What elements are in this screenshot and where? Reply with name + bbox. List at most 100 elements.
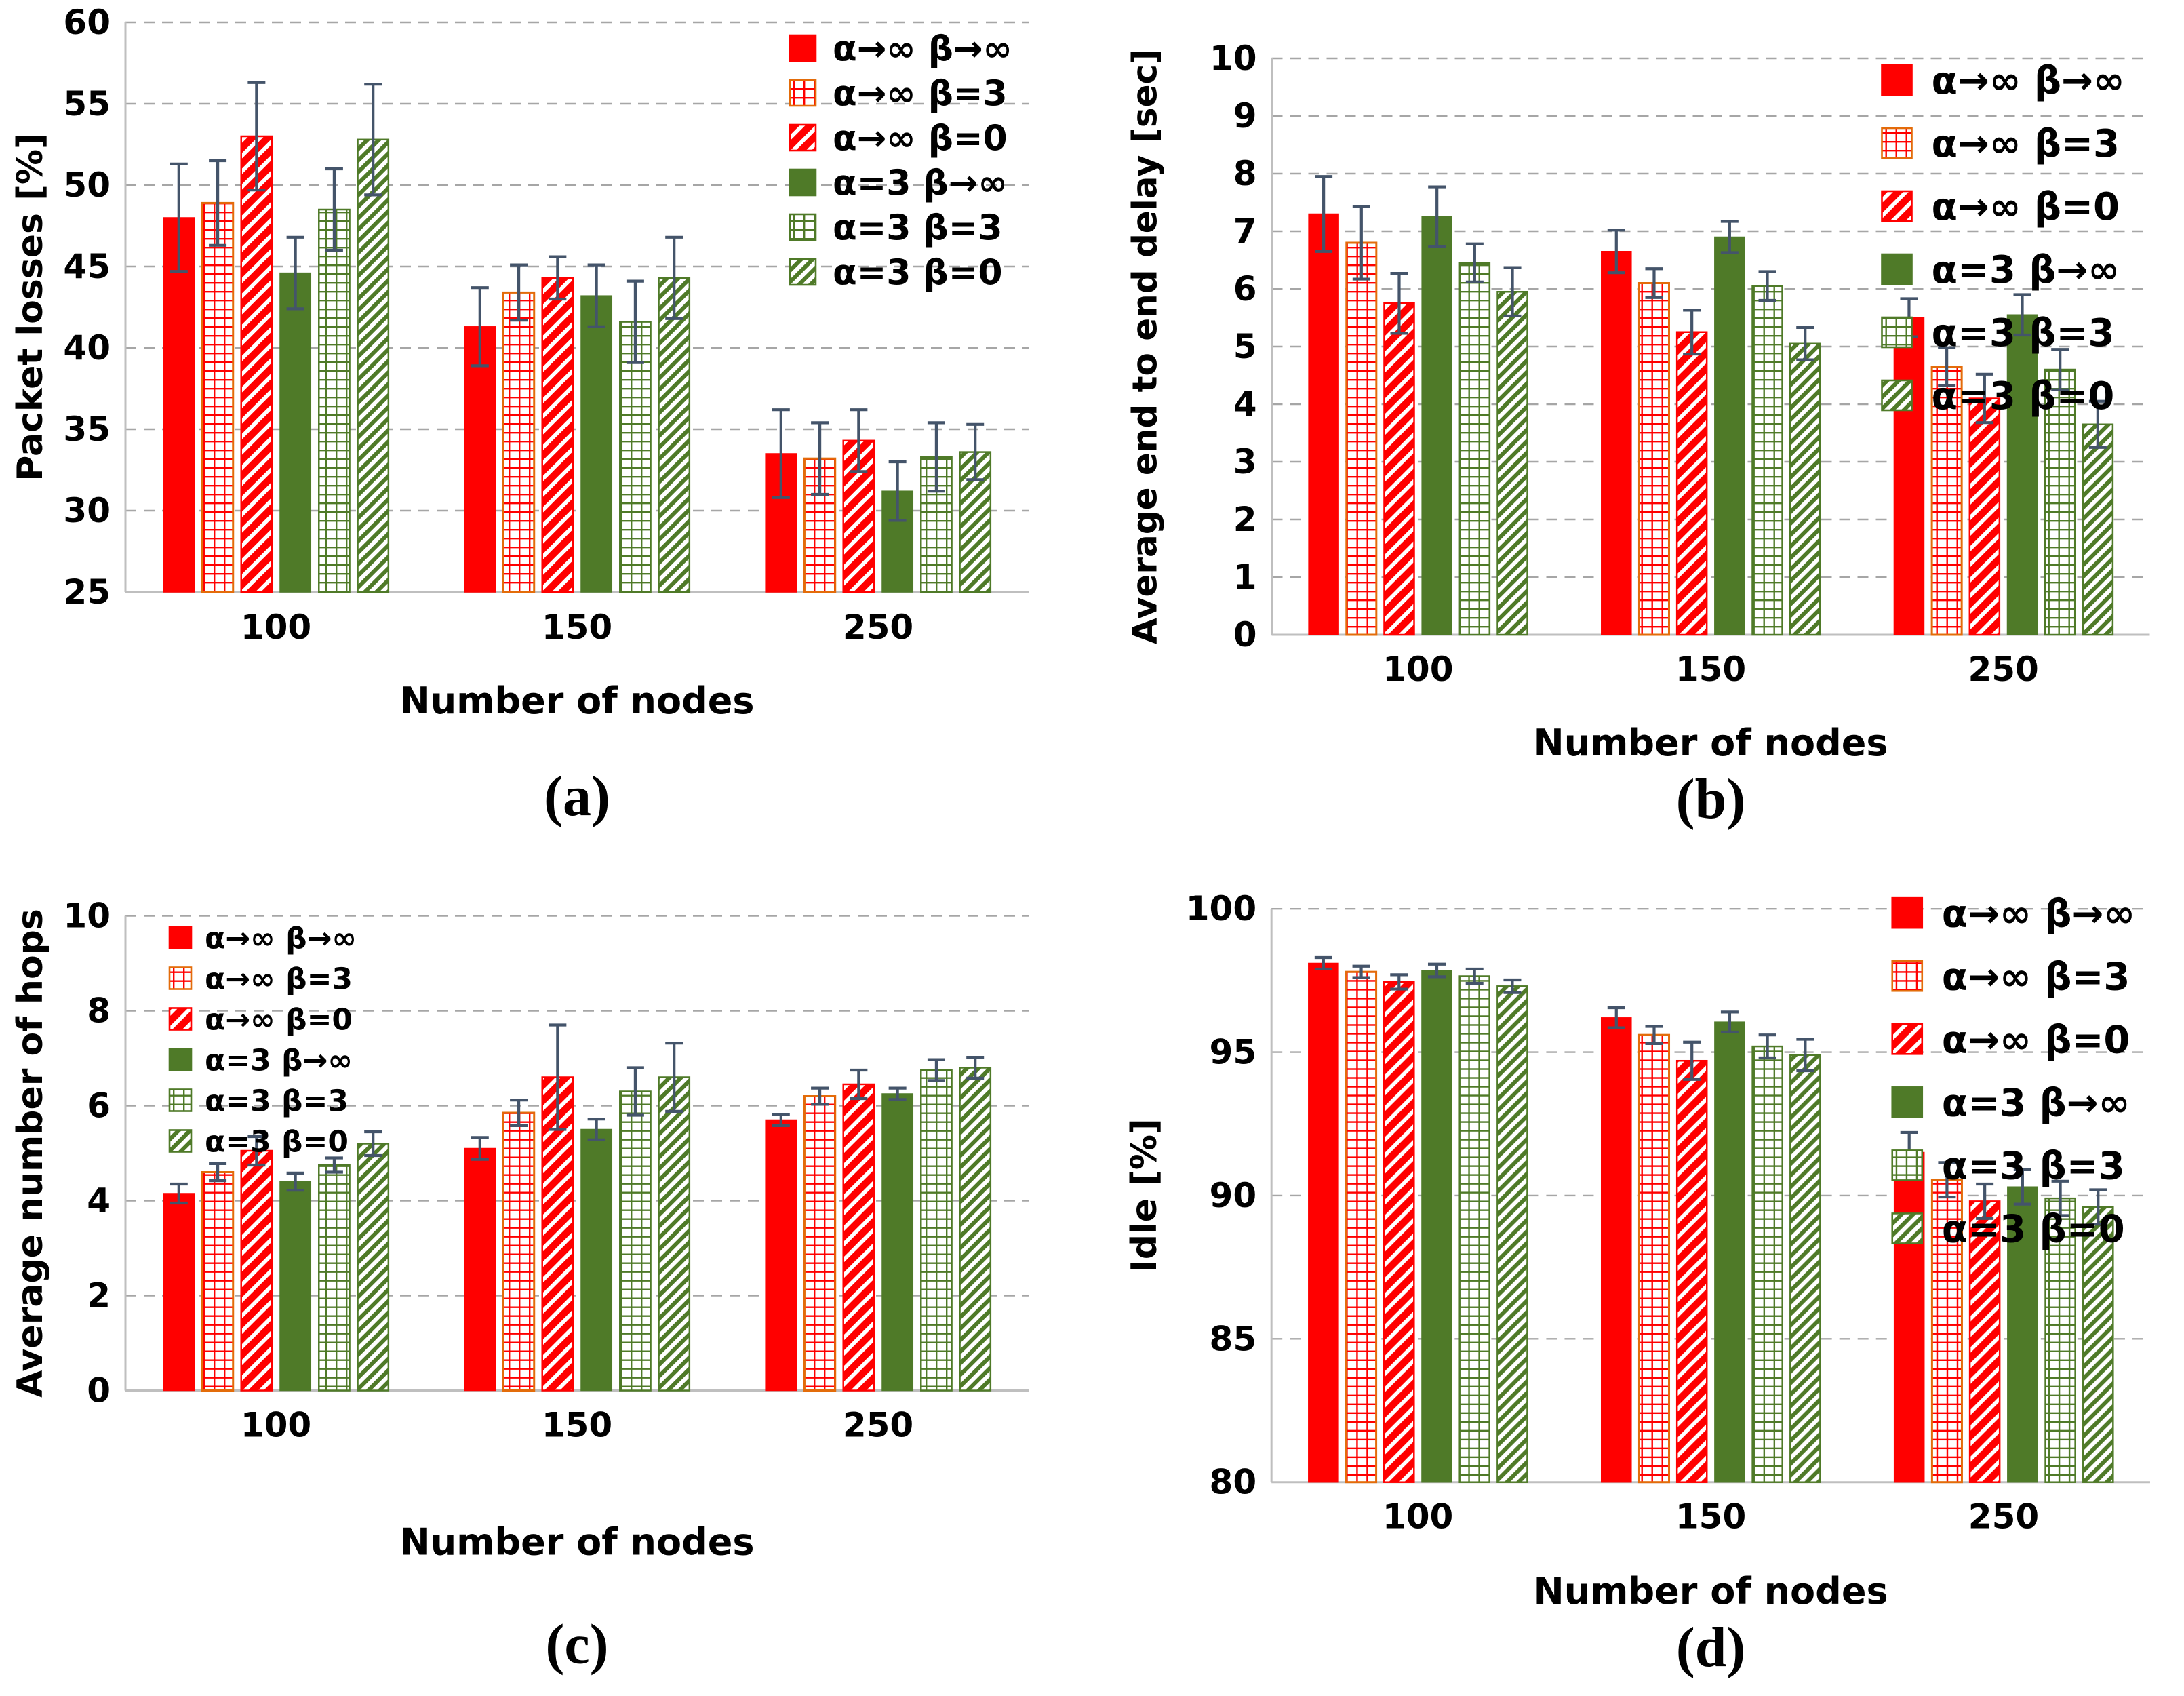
panel-idle: 80 85 90 95 100 100 150 250 Number of nodes Idle … (1092, 848, 2184, 1696)
x-tick-label: 150 (542, 608, 612, 647)
bar-green-solid-100 (1421, 216, 1452, 635)
error-bar (1465, 967, 1484, 985)
bar-red-solid-100 (1308, 213, 1339, 635)
bar-red-grid-250 (1930, 366, 1963, 636)
legend-swatch-red-grid (789, 79, 817, 107)
bar-green-solid-150 (1714, 1021, 1745, 1483)
bar-red-grid-100 (1345, 241, 1378, 636)
error-bar (587, 1118, 605, 1141)
bar-green-diag-100 (1496, 985, 1528, 1483)
error-bar (2088, 399, 2107, 449)
legend-swatch-red-solid (789, 34, 817, 62)
bar-red-diag-250 (842, 1083, 875, 1392)
legend-label: α→∞ β=0 (1942, 1018, 2130, 1062)
error-bar (1503, 978, 1522, 994)
y-tick-label: 95 (1210, 1033, 1257, 1072)
legend-label: α→∞ β=3 (205, 962, 353, 996)
bar-green-diag-250 (959, 1067, 992, 1392)
error-bar (1352, 964, 1370, 979)
legend-label: α=3 β=3 (1932, 311, 2115, 355)
y-tick-label: 10 (63, 896, 111, 936)
bar-green-grid-250 (920, 1069, 953, 1392)
bar-red-grid-100 (201, 201, 235, 593)
legend-label: α→∞ β=0 (205, 1002, 353, 1037)
error-bar (1503, 266, 1522, 318)
y-tick-label: 100 (1186, 889, 1256, 928)
error-bar (1352, 205, 1370, 281)
error-bar (850, 1068, 868, 1101)
error-bar (927, 421, 945, 493)
y-tick-label: 9 (1233, 96, 1257, 136)
error-bar (927, 1058, 945, 1082)
legend: α→∞ β→∞ α→∞ β=3 α→∞ β=0 α=3 β→∞ α=3 β=3 α=3 β… (168, 921, 357, 1159)
legend-label: α=3 β=3 (205, 1084, 349, 1118)
y-tick-label: 10 (1210, 39, 1257, 78)
error-bar (2051, 348, 2069, 391)
y-tick-label: 90 (1210, 1176, 1257, 1215)
bar-green-diag-100 (357, 1143, 390, 1392)
legend-label: α=3 β→∞ (1932, 248, 2120, 292)
bar-red-solid-150 (1600, 1017, 1632, 1483)
error-bar (1390, 973, 1408, 991)
legend-label: α=3 β=0 (1942, 1208, 2125, 1252)
bar-green-solid-150 (580, 295, 613, 593)
y-tick-label: 25 (63, 572, 111, 612)
error-bar (1314, 955, 1332, 971)
x-tick-label: 250 (1968, 1497, 2039, 1537)
legend-swatch-green-diag (168, 1129, 193, 1153)
panel-end-to-end-delay: 0 1 2 3 4 5 6 7 8 9 10 100 150 250 Number of nodes Aver… (1092, 0, 2184, 848)
legend-swatch-red-diag (789, 123, 817, 152)
bar-red-diag-100 (1383, 302, 1415, 636)
legend-label: α→∞ β=3 (1942, 955, 2130, 999)
error-bar (170, 162, 188, 273)
legend-label: α→∞ β→∞ (1942, 892, 2135, 936)
chart-a-svg: 25 30 35 40 45 50 55 60 100 150 250 Number of nodes… (10, 3, 1029, 828)
bar-red-diag-100 (240, 135, 273, 593)
x-axis-title: Number of nodes (400, 679, 755, 722)
x-axis-title: Number of nodes (400, 1521, 755, 1564)
legend-label: α=3 β=0 (205, 1124, 349, 1159)
error-bar (286, 235, 304, 311)
error-bar (471, 1136, 489, 1161)
bar-green-diag-150 (658, 1076, 691, 1392)
error-bar (811, 1086, 829, 1106)
bar-red-grid-250 (803, 1095, 837, 1392)
bar-green-grid-150 (1751, 1045, 1783, 1483)
x-tick-label: 100 (1383, 1497, 1453, 1537)
y-tick-label: 40 (63, 328, 111, 368)
y-axis-title: Idle [%] (1124, 1118, 1165, 1272)
bar-red-grid-150 (1637, 282, 1670, 636)
error-bar (1645, 267, 1663, 299)
error-bar (626, 1066, 644, 1117)
error-bar (2089, 1188, 2107, 1226)
error-bar (471, 286, 489, 368)
error-bar (811, 421, 829, 496)
y-axis-title: Average end to end delay [sec] (1126, 49, 1165, 644)
legend-label: α→∞ β→∞ (205, 921, 357, 955)
error-bar (286, 1171, 304, 1192)
y-tick-label: 0 (1233, 615, 1257, 654)
legend: α→∞ β→∞ α→∞ β=3 α→∞ β=0 α=3 β→∞ α=3 β=3 α=3 β… (1881, 59, 2125, 418)
error-bar (1315, 175, 1333, 253)
legend-label: α→∞ β=3 (833, 74, 1008, 115)
error-bar (549, 1023, 567, 1131)
bar-green-solid-100 (1421, 970, 1452, 1483)
y-tick-label: 45 (63, 247, 111, 286)
legend-swatch-red-grid (1891, 960, 1924, 992)
panel-caption: (a) (544, 765, 610, 828)
x-tick-label: 100 (241, 608, 311, 647)
bar-red-grid-250 (1930, 1179, 1963, 1484)
error-bar (510, 1099, 528, 1127)
error-bar (1683, 1040, 1701, 1081)
error-bar (1428, 185, 1446, 249)
x-axis-title: Number of nodes (1534, 1570, 1888, 1613)
x-tick-label: 250 (843, 608, 913, 647)
bar-green-solid-100 (279, 1181, 312, 1392)
y-tick-label: 85 (1210, 1319, 1257, 1358)
legend-swatch-green-solid (168, 1048, 193, 1071)
bar-green-diag-100 (357, 138, 390, 593)
error-bar (1607, 1006, 1625, 1029)
legend-label: α→∞ β→∞ (1932, 59, 2125, 103)
bar-green-grid-100 (318, 208, 351, 593)
chart-b-svg: 0 1 2 3 4 5 6 7 8 9 10 100 150 250 Number of nodes Aver… (1126, 39, 2150, 831)
